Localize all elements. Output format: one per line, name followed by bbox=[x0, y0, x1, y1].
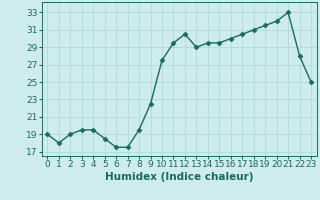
X-axis label: Humidex (Indice chaleur): Humidex (Indice chaleur) bbox=[105, 172, 253, 182]
